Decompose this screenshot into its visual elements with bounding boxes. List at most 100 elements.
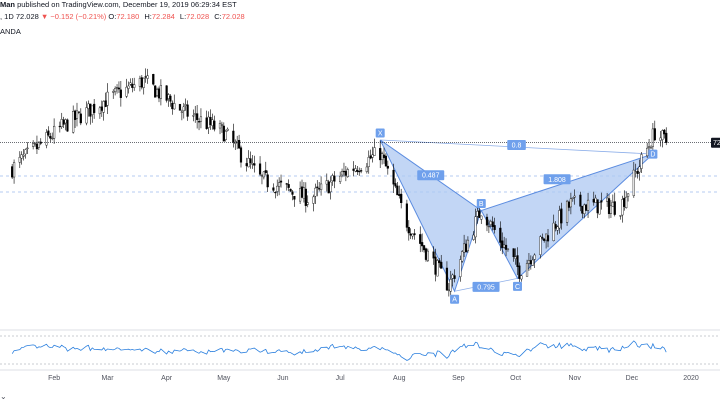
point-badge-b (476, 198, 486, 208)
x-tick-label: Jun (277, 375, 288, 382)
candle-body (289, 188, 292, 192)
candle-body (619, 215, 622, 217)
candle-body (325, 180, 328, 185)
candle-body (152, 73, 155, 85)
candle-body (518, 265, 521, 279)
candle-body (18, 157, 21, 163)
candle-body (640, 154, 643, 169)
candle-body (253, 163, 256, 166)
candle-body (260, 175, 264, 177)
candle-body (411, 233, 414, 237)
candle-body (529, 260, 532, 265)
candle-body (33, 142, 37, 145)
candle-body (520, 275, 523, 280)
candle-body (544, 233, 548, 241)
point-label-d: D (650, 152, 655, 159)
harmonic-pattern[interactable] (379, 139, 654, 293)
time-axis: Feb Mar Apr May Jun Jul Aug Sep Oct Nov Dec 2020 (48, 375, 699, 382)
symbol-interval[interactable]: , 1D (0, 12, 14, 21)
candle-body (371, 154, 374, 158)
candle-body (316, 186, 319, 188)
candle-body (342, 170, 346, 173)
candle-body (51, 137, 54, 140)
candle-body (64, 119, 67, 124)
candle-body (478, 210, 481, 218)
candle-body (565, 200, 569, 223)
candle-body (178, 103, 182, 111)
ratio-badge (472, 281, 500, 292)
ratio-label: 0.487 (422, 173, 440, 180)
candle-body (451, 274, 454, 279)
candle-body (232, 130, 235, 143)
candle-body (314, 187, 317, 197)
candle-body (623, 197, 626, 207)
candle-body (409, 233, 412, 236)
candle-body (167, 94, 170, 99)
candle-body (525, 262, 529, 277)
candle-body (504, 244, 508, 250)
candle-body (272, 187, 275, 191)
candle-body (400, 193, 403, 204)
candle-body (594, 197, 597, 203)
x-tick-label: Aug (393, 375, 406, 382)
ratio-label: 0.8 (512, 143, 522, 150)
candle-body (436, 260, 439, 277)
candle-body (625, 196, 628, 209)
chart-header: Man published on TradingView.com, Decemb… (0, 0, 720, 40)
candle-body (218, 122, 222, 129)
chevron-down-icon[interactable]: ⌄ (0, 392, 7, 401)
x-tick-label: Sep (452, 375, 465, 382)
candle-body (266, 174, 269, 188)
candle-body (424, 248, 428, 260)
candle-body (205, 117, 208, 129)
candle-body (119, 89, 122, 98)
candle-body (304, 188, 307, 206)
candle-body (247, 158, 250, 168)
candle-body (665, 132, 668, 143)
candle-body (192, 115, 195, 117)
candle-body (651, 128, 654, 147)
candlestick-series (11, 68, 668, 301)
author-name[interactable]: Man (0, 0, 15, 9)
x-tick-label: May (217, 375, 231, 382)
candle-body (278, 182, 281, 187)
rsi-pane (0, 335, 720, 365)
candle-body (114, 88, 117, 92)
candle-body (546, 235, 550, 242)
candle-body (661, 130, 664, 140)
candle-body (527, 260, 531, 264)
candle-body (207, 116, 210, 128)
candle-body (12, 162, 16, 178)
candle-body (199, 116, 203, 122)
candle-body (197, 121, 201, 123)
point-label-x: X (378, 130, 383, 137)
candle-body (432, 251, 435, 259)
candle-body (466, 239, 470, 252)
candle-body (358, 170, 361, 173)
candle-body (613, 201, 616, 215)
candle-body (213, 120, 216, 130)
candle-body (653, 128, 656, 141)
candle-body (567, 201, 571, 208)
candle-body (379, 148, 382, 161)
close-label: C: (214, 12, 222, 21)
candle-body (514, 256, 517, 259)
candle-body (224, 131, 227, 140)
candle-body (609, 205, 613, 214)
ratio-badge (543, 174, 571, 185)
ratio-label: 0.795 (477, 284, 495, 291)
candle-body (422, 245, 426, 251)
candle-body (607, 198, 611, 215)
candle-body (516, 255, 519, 267)
candle-body (339, 175, 342, 182)
candle-body (72, 111, 75, 133)
ratio-badge (507, 140, 526, 151)
candle-body (556, 226, 559, 231)
candle-body (155, 89, 159, 96)
candle-body (300, 186, 304, 198)
candle-body (474, 216, 477, 238)
candle-body (133, 84, 136, 88)
candle-body (480, 215, 483, 220)
candle-body (306, 202, 309, 205)
